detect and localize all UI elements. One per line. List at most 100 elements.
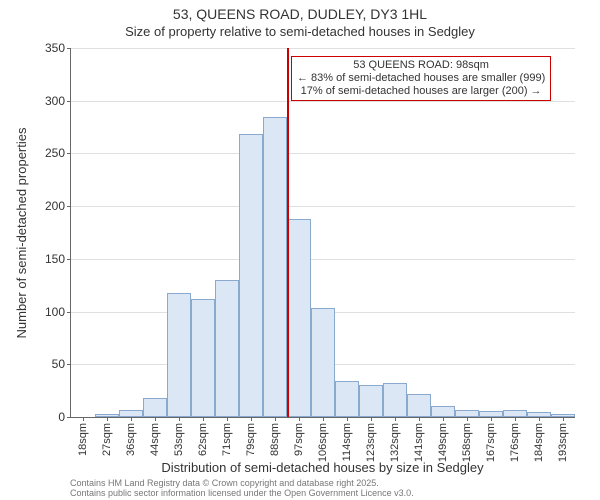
x-tick-mark <box>179 417 180 421</box>
x-tick-label: 44sqm <box>149 423 161 456</box>
bar-slot: 18sqm <box>71 48 95 417</box>
x-tick-mark <box>515 417 516 421</box>
x-tick-label: 106sqm <box>317 423 329 462</box>
x-tick-label: 27sqm <box>101 423 113 456</box>
histogram-bar <box>119 410 142 417</box>
x-tick-mark <box>107 417 108 421</box>
x-tick-mark <box>443 417 444 421</box>
bar-slot: 106sqm <box>311 48 335 417</box>
annotation-line: 53 QUEENS ROAD: 98sqm <box>297 59 545 72</box>
histogram-bar <box>311 308 334 417</box>
annotation-line: 17% of semi-detached houses are larger (… <box>297 85 545 98</box>
histogram-bar <box>431 406 454 417</box>
annotation-box: 53 QUEENS ROAD: 98sqm← 83% of semi-detac… <box>291 56 551 101</box>
annotation-line: ← 83% of semi-detached houses are smalle… <box>297 72 545 85</box>
x-tick-label: 53sqm <box>173 423 185 456</box>
bar-slot: 141sqm <box>407 48 431 417</box>
x-tick-mark <box>347 417 348 421</box>
x-tick-label: 158sqm <box>461 423 473 462</box>
bar-slot: 123sqm <box>359 48 383 417</box>
x-tick-mark <box>419 417 420 421</box>
y-tick-label: 0 <box>58 410 65 424</box>
y-tick-label: 50 <box>52 357 65 371</box>
x-tick-label: 132sqm <box>389 423 401 462</box>
bar-slot: 193sqm <box>551 48 575 417</box>
histogram-bar <box>143 398 166 417</box>
bar-slot: 167sqm <box>479 48 503 417</box>
histogram-bar <box>215 280 238 417</box>
histogram-bar <box>383 383 406 417</box>
x-tick-mark <box>251 417 252 421</box>
x-tick-mark <box>395 417 396 421</box>
histogram-bar <box>239 134 262 417</box>
x-tick-mark <box>131 417 132 421</box>
x-tick-mark <box>275 417 276 421</box>
x-tick-mark <box>155 417 156 421</box>
x-tick-label: 71sqm <box>221 423 233 456</box>
bar-slot: 132sqm <box>383 48 407 417</box>
x-tick-label: 62sqm <box>197 423 209 456</box>
histogram-bar <box>455 410 478 417</box>
bars-container: 18sqm27sqm36sqm44sqm53sqm62sqm71sqm79sqm… <box>71 48 575 417</box>
x-tick-mark <box>83 417 84 421</box>
histogram-bar <box>167 293 190 417</box>
y-tick-label: 150 <box>45 252 65 266</box>
x-tick-mark <box>467 417 468 421</box>
x-tick-label: 88sqm <box>269 423 281 456</box>
bar-slot: 184sqm <box>527 48 551 417</box>
x-tick-mark <box>563 417 564 421</box>
y-axis-label-wrap: Number of semi-detached properties <box>14 0 29 48</box>
plot-area-wrap: 05010015020025030035018sqm27sqm36sqm44sq… <box>70 48 575 418</box>
bar-slot: 79sqm <box>239 48 263 417</box>
y-tick-label: 100 <box>45 305 65 319</box>
x-tick-label: 123sqm <box>365 423 377 462</box>
bar-slot: 36sqm <box>119 48 143 417</box>
attribution-line: Contains public sector information licen… <box>70 488 575 498</box>
x-tick-mark <box>539 417 540 421</box>
bar-slot: 62sqm <box>191 48 215 417</box>
bar-slot: 176sqm <box>503 48 527 417</box>
histogram-bar <box>263 117 286 417</box>
histogram-bar <box>335 381 358 417</box>
bar-slot: 44sqm <box>143 48 167 417</box>
chart-root: 53, QUEENS ROAD, DUDLEY, DY3 1HL Size of… <box>0 0 600 500</box>
x-tick-mark <box>323 417 324 421</box>
histogram-bar <box>407 394 430 417</box>
x-tick-label: 97sqm <box>293 423 305 456</box>
x-tick-label: 36sqm <box>125 423 137 456</box>
histogram-bar <box>359 385 382 417</box>
attribution-line: Contains HM Land Registry data © Crown c… <box>70 478 575 488</box>
y-tick-label: 250 <box>45 146 65 160</box>
bar-slot: 71sqm <box>215 48 239 417</box>
y-tick-mark <box>67 417 71 418</box>
reference-line <box>287 48 289 417</box>
bar-slot: 158sqm <box>455 48 479 417</box>
attribution-text: Contains HM Land Registry data © Crown c… <box>70 478 575 498</box>
bar-slot: 53sqm <box>167 48 191 417</box>
bar-slot: 114sqm <box>335 48 359 417</box>
x-tick-label: 167sqm <box>485 423 497 462</box>
histogram-bar <box>503 410 526 417</box>
x-tick-label: 141sqm <box>413 423 425 462</box>
bar-slot: 97sqm <box>287 48 311 417</box>
bar-slot: 149sqm <box>431 48 455 417</box>
x-tick-mark <box>371 417 372 421</box>
histogram-bar <box>287 219 310 417</box>
y-tick-label: 350 <box>45 41 65 55</box>
chart-title: 53, QUEENS ROAD, DUDLEY, DY3 1HL <box>0 6 600 22</box>
x-tick-mark <box>299 417 300 421</box>
x-tick-mark <box>203 417 204 421</box>
bar-slot: 88sqm <box>263 48 287 417</box>
plot-area: 05010015020025030035018sqm27sqm36sqm44sq… <box>70 48 575 418</box>
x-tick-label: 114sqm <box>341 423 353 461</box>
y-tick-label: 200 <box>45 199 65 213</box>
x-tick-mark <box>227 417 228 421</box>
y-axis-label: Number of semi-detached properties <box>14 48 29 418</box>
histogram-bar <box>191 299 214 417</box>
chart-subtitle: Size of property relative to semi-detach… <box>0 24 600 39</box>
x-tick-label: 79sqm <box>245 423 257 456</box>
x-tick-label: 18sqm <box>77 423 89 456</box>
bar-slot: 27sqm <box>95 48 119 417</box>
x-tick-label: 176sqm <box>509 423 521 462</box>
x-tick-mark <box>491 417 492 421</box>
